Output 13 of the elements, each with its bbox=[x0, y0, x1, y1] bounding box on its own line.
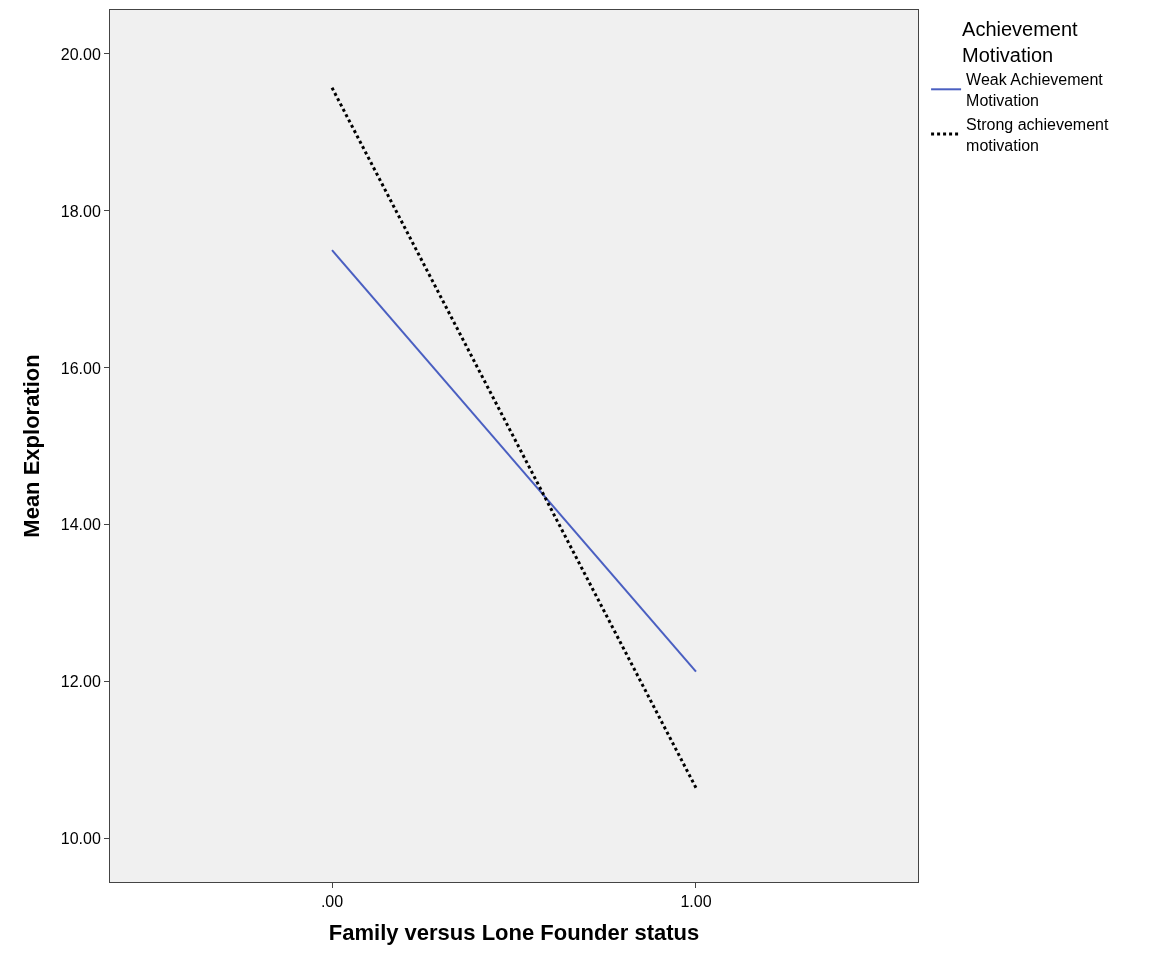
x-axis-title: Family versus Lone Founder status bbox=[328, 920, 700, 946]
y-tick-label: 12.00 bbox=[60, 673, 101, 691]
legend-label: Weak Achievement Motivation bbox=[966, 71, 1104, 109]
y-tick-label: 10.00 bbox=[60, 830, 101, 848]
x-tick-label: .00 bbox=[320, 893, 344, 911]
legend-title: Achievement Motivation bbox=[962, 18, 1079, 66]
y-tick-label: 18.00 bbox=[60, 202, 101, 220]
y-tick-label: 14.00 bbox=[60, 516, 101, 534]
x-tick-label: 1.00 bbox=[680, 893, 712, 911]
legend-label: Strong achievement motivation bbox=[966, 115, 1109, 154]
y-axis-title: Mean Exploration bbox=[18, 354, 44, 538]
y-tick-label: 16.00 bbox=[60, 359, 101, 377]
y-tick-label: 20.00 bbox=[60, 45, 101, 63]
